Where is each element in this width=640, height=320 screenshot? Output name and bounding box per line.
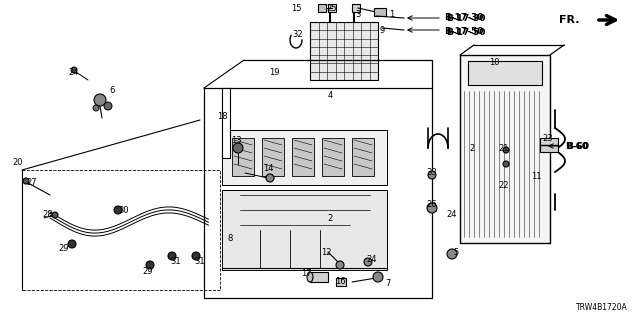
- Circle shape: [266, 174, 274, 182]
- Circle shape: [447, 249, 457, 259]
- Bar: [374, 8, 386, 16]
- Text: 8: 8: [227, 234, 233, 243]
- Text: 24: 24: [447, 210, 457, 219]
- Text: 21: 21: [499, 143, 509, 153]
- Circle shape: [23, 178, 29, 184]
- Bar: [222, 130, 387, 185]
- Circle shape: [93, 105, 99, 111]
- Text: 20: 20: [13, 157, 23, 166]
- Text: 10: 10: [489, 58, 499, 67]
- Bar: [232, 138, 254, 176]
- Text: B-17-30: B-17-30: [446, 13, 485, 22]
- Text: FR.: FR.: [559, 15, 580, 25]
- Circle shape: [503, 147, 509, 153]
- Bar: [352, 138, 374, 176]
- Circle shape: [52, 212, 58, 218]
- Text: 27: 27: [27, 178, 37, 187]
- Text: 14: 14: [263, 164, 273, 172]
- Text: B-17-50: B-17-50: [446, 28, 485, 36]
- Text: 5: 5: [453, 247, 459, 257]
- Text: B-60: B-60: [565, 141, 588, 150]
- Bar: [336, 278, 346, 286]
- Text: 33: 33: [427, 167, 437, 177]
- Bar: [292, 138, 314, 176]
- Text: 32: 32: [292, 29, 303, 38]
- Circle shape: [71, 67, 77, 73]
- Circle shape: [336, 261, 344, 269]
- Text: 30: 30: [118, 205, 129, 214]
- Text: B-60: B-60: [566, 141, 589, 150]
- Circle shape: [68, 240, 76, 248]
- Circle shape: [373, 272, 383, 282]
- Text: 1: 1: [389, 10, 395, 19]
- Text: 15: 15: [291, 4, 301, 12]
- Text: 13: 13: [230, 135, 241, 145]
- Bar: [322, 138, 344, 176]
- Text: 22: 22: [499, 180, 509, 189]
- Bar: [310, 272, 328, 282]
- Text: 7: 7: [385, 279, 390, 289]
- Bar: [310, 22, 378, 80]
- Bar: [328, 4, 336, 12]
- Text: 9: 9: [380, 26, 385, 35]
- Text: 29: 29: [143, 268, 153, 276]
- Bar: [352, 4, 360, 12]
- Bar: [262, 138, 284, 176]
- Circle shape: [114, 206, 122, 214]
- Text: TRW4B1720A: TRW4B1720A: [576, 303, 628, 312]
- Text: 6: 6: [109, 85, 115, 94]
- Circle shape: [427, 203, 437, 213]
- Text: B-17-30: B-17-30: [444, 12, 483, 21]
- Circle shape: [503, 161, 509, 167]
- Bar: [540, 138, 558, 152]
- Bar: [468, 61, 542, 85]
- Text: 2: 2: [469, 143, 475, 153]
- Text: 19: 19: [269, 68, 279, 76]
- Text: 24: 24: [367, 255, 377, 265]
- Text: 26: 26: [427, 199, 437, 209]
- Text: 12: 12: [321, 247, 332, 257]
- Bar: [460, 55, 550, 243]
- Text: 2: 2: [328, 213, 333, 222]
- Circle shape: [233, 143, 243, 153]
- Circle shape: [364, 258, 372, 266]
- Text: 31: 31: [171, 258, 181, 267]
- Circle shape: [168, 252, 176, 260]
- Text: 18: 18: [217, 111, 227, 121]
- Text: B-17-50: B-17-50: [444, 27, 483, 36]
- Circle shape: [428, 171, 436, 179]
- Text: 11: 11: [531, 172, 541, 180]
- Text: 24: 24: [68, 68, 79, 76]
- Circle shape: [146, 261, 154, 269]
- Bar: [318, 4, 326, 12]
- Text: 28: 28: [43, 210, 53, 219]
- Ellipse shape: [307, 272, 313, 282]
- Text: 3: 3: [355, 10, 361, 19]
- Text: 23: 23: [543, 133, 554, 142]
- Bar: [222, 88, 230, 158]
- Bar: [222, 190, 387, 270]
- Text: 4: 4: [328, 91, 333, 100]
- Text: 31: 31: [195, 258, 205, 267]
- Circle shape: [94, 94, 106, 106]
- Circle shape: [104, 102, 112, 110]
- Text: 29: 29: [59, 244, 69, 252]
- Text: 25: 25: [327, 4, 337, 12]
- Text: 17: 17: [301, 269, 311, 278]
- Circle shape: [192, 252, 200, 260]
- Text: 16: 16: [335, 277, 346, 286]
